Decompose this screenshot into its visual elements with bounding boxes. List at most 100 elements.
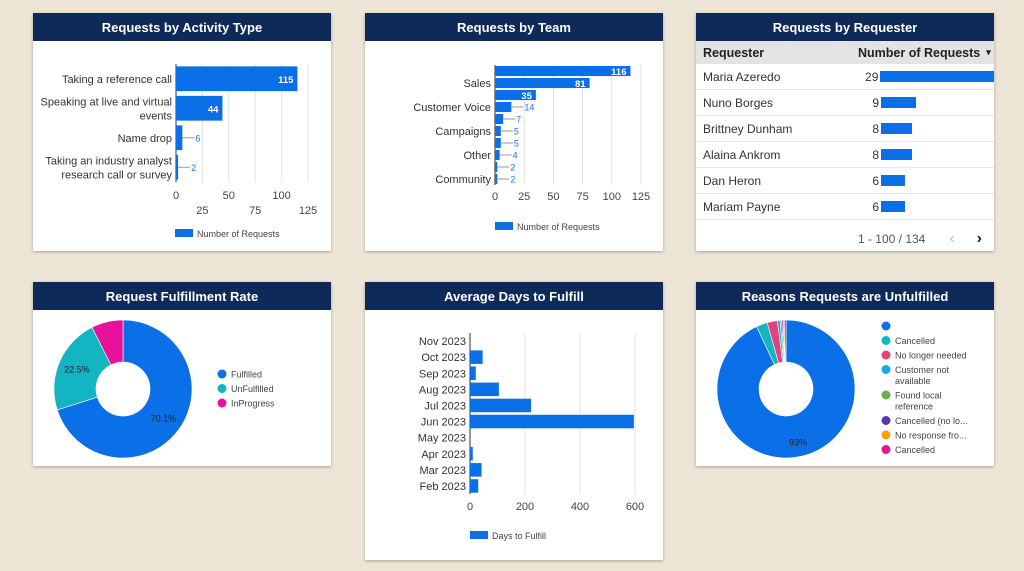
legend-dot	[881, 416, 891, 425]
legend-swatch	[175, 229, 193, 237]
count-bar	[881, 149, 913, 160]
pie-slice	[53, 326, 112, 411]
bar	[176, 154, 179, 180]
column-requester[interactable]: Requester	[703, 45, 765, 60]
x-tick-label: 75	[249, 205, 261, 217]
data-label: 115	[278, 75, 294, 86]
pagination: 1 - 100 / 134 ‹ ›	[696, 220, 994, 258]
x-tick-label: 100	[603, 191, 621, 203]
table-row[interactable]: Alaina Ankrom 8	[696, 142, 994, 168]
card-title: Average Days to Fulfill	[365, 282, 663, 310]
request-count: 6	[872, 199, 879, 214]
table-header: Requester Number of Requests ▾	[696, 41, 994, 64]
bar	[495, 161, 498, 173]
category-label: events	[140, 110, 173, 122]
bar	[470, 350, 483, 364]
legend-label: Number of Requests	[517, 222, 600, 232]
x-tick-label: 400	[571, 501, 589, 513]
legend-label: InProgress	[231, 399, 275, 409]
data-label: 2	[191, 163, 196, 173]
table-row[interactable]: Mariam Payne 6	[696, 194, 994, 220]
bar	[176, 125, 183, 151]
x-tick-label: 25	[518, 191, 530, 203]
requester-name: Mariam Payne	[703, 199, 781, 214]
category-label: Other	[463, 150, 491, 162]
category-label: Jun 2023	[421, 417, 466, 429]
column-number-of-requests[interactable]: Number of Requests	[858, 45, 981, 60]
activity-type-chart: 0 25 50 75 100 125 Taking a reference call 115 S…	[41, 64, 317, 239]
pie-slice	[91, 319, 124, 366]
legend-dot	[881, 365, 891, 374]
bar	[470, 414, 634, 429]
x-tick-label: 600	[626, 501, 644, 513]
next-page-icon[interactable]: ›	[976, 230, 982, 247]
legend-label: Found local	[895, 391, 942, 401]
table-row[interactable]: Nuno Borges 9	[696, 90, 994, 116]
legend-dot	[881, 336, 891, 345]
pie-slice	[716, 319, 856, 459]
data-label: 81	[575, 79, 586, 90]
request-count: 8	[872, 147, 879, 162]
requester-table: Requester Number of Requests ▾ Maria Aze…	[696, 41, 994, 258]
category-label: Oct 2023	[421, 352, 466, 364]
bar	[470, 382, 499, 397]
x-tick-label: 25	[196, 205, 208, 217]
pie-slice	[56, 319, 193, 459]
category-label: Mar 2023	[420, 465, 466, 477]
requester-name: Nuno Borges	[703, 95, 774, 110]
team-card: Requests by Team 0 25 50 75 100 125 116 Sales 81…	[365, 13, 663, 251]
table-row[interactable]: Maria Azeredo 29	[696, 64, 994, 90]
data-label: 2	[510, 163, 515, 173]
slice-label: 70.1%	[151, 414, 177, 424]
category-label: Campaigns	[435, 126, 491, 138]
fulfillment-rate-chart: 70.1% 22.5% Fulfilled UnFulfilled InProgress	[53, 319, 275, 459]
legend-dot	[881, 350, 891, 360]
requester-name: Maria Azeredo	[703, 69, 781, 84]
data-label: 44	[208, 104, 219, 115]
legend-swatch	[470, 531, 488, 539]
category-label: Sales	[463, 78, 491, 90]
category-label: Feb 2023	[420, 481, 466, 493]
legend-dot	[881, 390, 891, 400]
pagination-range: 1 - 100 / 134	[857, 232, 926, 246]
request-count: 8	[872, 121, 879, 136]
bar	[495, 65, 631, 77]
card-title: Requests by Activity Type	[33, 13, 331, 41]
requester-name: Brittney Dunham	[703, 121, 793, 136]
legend-label: UnFulfilled	[231, 384, 274, 394]
x-tick-label: 0	[492, 191, 498, 203]
bar	[495, 137, 501, 149]
legend-label: available	[895, 376, 931, 386]
legend-label: Cancelled	[895, 336, 935, 346]
prev-page-icon[interactable]: ‹	[949, 230, 955, 247]
data-label: 14	[524, 103, 534, 113]
bar	[470, 398, 532, 413]
bar	[495, 173, 498, 185]
legend-label: Cancelled	[895, 445, 935, 455]
fulfillment-rate-card: Request Fulfillment Rate 70.1% 22.5% Fulfi…	[33, 282, 331, 466]
x-tick-label: 50	[547, 191, 559, 203]
x-tick-label: 0	[173, 190, 179, 202]
days-to-fulfill-chart: 0 200 400 600 Nov 2023 Oct 2023 Sep 2023 Aug 20…	[418, 333, 644, 541]
table-row[interactable]: Dan Heron 6	[696, 168, 994, 194]
data-label: 7	[516, 115, 521, 125]
legend-swatch	[495, 222, 513, 230]
bar	[495, 77, 590, 89]
category-label: Customer Voice	[413, 102, 491, 114]
request-count: 29	[865, 69, 879, 84]
data-label: 4	[513, 151, 518, 161]
category-label: Taking an industry analyst	[45, 155, 172, 167]
category-label: Taking a reference call	[62, 74, 172, 86]
legend-label: Number of Requests	[197, 229, 280, 239]
data-label: 5	[514, 139, 519, 149]
legend-dot	[217, 398, 227, 408]
category-label: Aug 2023	[419, 384, 466, 396]
count-bar	[880, 71, 994, 82]
requester-card: Requests by Requester Requester Number o…	[696, 13, 994, 251]
table-row[interactable]: Brittney Dunham 8	[696, 116, 994, 142]
category-label: Sep 2023	[419, 368, 466, 380]
legend-label: reference	[895, 402, 933, 412]
sort-desc-icon[interactable]: ▾	[986, 47, 991, 57]
data-label: 5	[514, 127, 519, 137]
